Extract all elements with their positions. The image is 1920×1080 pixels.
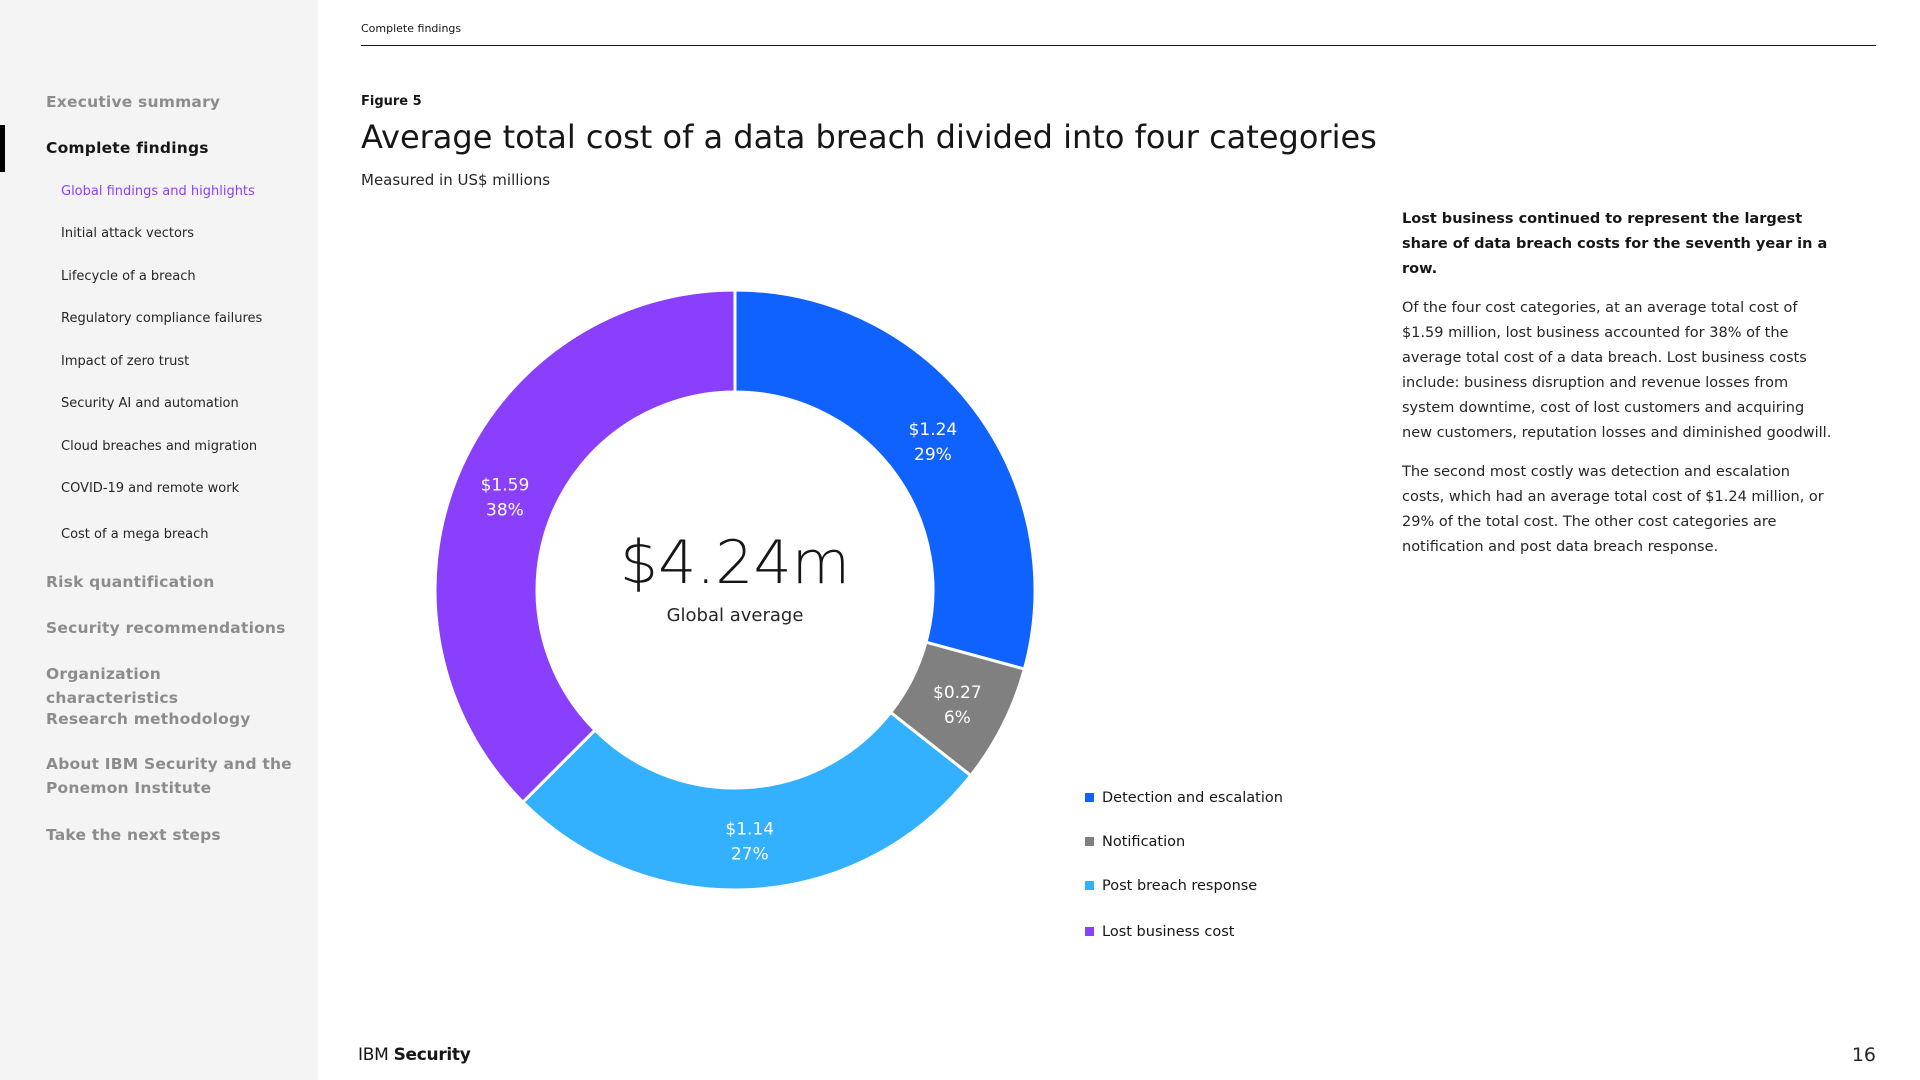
nav-risk-quantification[interactable]: Risk quantification [46, 573, 215, 591]
nav-initial-attack-vectors[interactable]: Initial attack vectors [61, 226, 195, 241]
legend-item-2: Post breach response [1085, 878, 1345, 894]
nav-global-findings[interactable]: Global findings and highlights [61, 184, 255, 199]
donut-slice-2 [520, 710, 973, 892]
nav-covid[interactable]: COVID-19 and remote work [61, 481, 240, 496]
slice-percent-label-1: 6% [944, 708, 971, 728]
center-value: $4.24m [620, 528, 850, 598]
legend-label: Notification [1102, 834, 1186, 850]
figure-label: Figure 5 [361, 94, 422, 109]
donut-slices [433, 288, 1037, 892]
nav-security-ai[interactable]: Security AI and automation [61, 396, 239, 411]
text-panel: Lost business continued to represent the… [1402, 207, 1834, 574]
legend-swatch [1085, 881, 1094, 890]
nav-mega-breach[interactable]: Cost of a mega breach [61, 527, 209, 542]
chart-title: Average total cost of a data breach divi… [361, 118, 1377, 156]
active-indicator [0, 125, 5, 172]
donut-slice-0 [733, 288, 1037, 671]
slice-value-label-3: $1.59 [481, 476, 530, 496]
nav-complete-findings[interactable]: Complete findings [46, 139, 209, 157]
brand-security: Security [393, 1045, 471, 1065]
legend-item-1: Notification [1085, 834, 1345, 850]
sidebar: Executive summary Complete findings Glob… [0, 0, 318, 1080]
donut-slice-3 [433, 288, 737, 805]
nav-executive-summary[interactable]: Executive summary [46, 93, 221, 111]
legend-label: Post breach response [1102, 878, 1258, 894]
body-paragraph-2: The second most costly was detection and… [1402, 464, 1824, 555]
slice-value-label-1: $0.27 [933, 683, 982, 703]
nav-regulatory-compliance[interactable]: Regulatory compliance failures [61, 311, 263, 326]
nav-cloud-breaches[interactable]: Cloud breaches and migration [61, 439, 258, 454]
legend-label: Lost business cost [1102, 924, 1235, 940]
nav-next-steps[interactable]: Take the next steps [46, 826, 221, 844]
legend-swatch [1085, 837, 1094, 846]
brand-ibm: IBM [358, 1045, 389, 1065]
page-number: 16 [1851, 1044, 1876, 1066]
chart-subtitle: Measured in US$ millions [361, 171, 551, 189]
slice-value-label-2: $1.14 [725, 820, 774, 840]
nav-about-ibm[interactable]: About IBM Security and the Ponemon Insti… [46, 755, 292, 797]
nav-security-recommendations[interactable]: Security recommendations [46, 619, 286, 637]
slice-percent-label-2: 27% [731, 845, 769, 865]
header-rule [361, 45, 1876, 46]
slice-percent-label-0: 29% [914, 445, 952, 465]
nav-lifecycle[interactable]: Lifecycle of a breach [61, 269, 196, 284]
center-label: Global average [667, 605, 804, 626]
legend-swatch [1085, 927, 1094, 936]
legend-item-3: Lost business cost [1085, 924, 1345, 940]
legend-item-0: Detection and escalation [1085, 790, 1345, 806]
nav-zero-trust[interactable]: Impact of zero trust [61, 354, 190, 369]
body-paragraph-1: Of the four cost categories, at an avera… [1402, 300, 1832, 441]
slice-percent-label-3: 38% [486, 501, 524, 521]
nav-research-methodology[interactable]: Research methodology [46, 710, 251, 728]
text-lead: Lost business continued to represent the… [1402, 211, 1828, 277]
donut-slice-labels: $1.24 29% $0.27 6% $1.14 27% $1.59 38% [481, 420, 982, 865]
legend-swatch [1085, 793, 1094, 802]
legend-label: Detection and escalation [1102, 790, 1283, 806]
breadcrumb: Complete findings [361, 22, 462, 35]
slice-value-label-0: $1.24 [909, 420, 958, 440]
ibm-security-logo: IBM Security [358, 1045, 471, 1065]
nav-organization-characteristics[interactable]: Organization characteristics [46, 665, 179, 707]
donut-chart: $1.24 29% $0.27 6% $1.14 27% $1.59 38% $4.24m G… [433, 288, 1037, 892]
